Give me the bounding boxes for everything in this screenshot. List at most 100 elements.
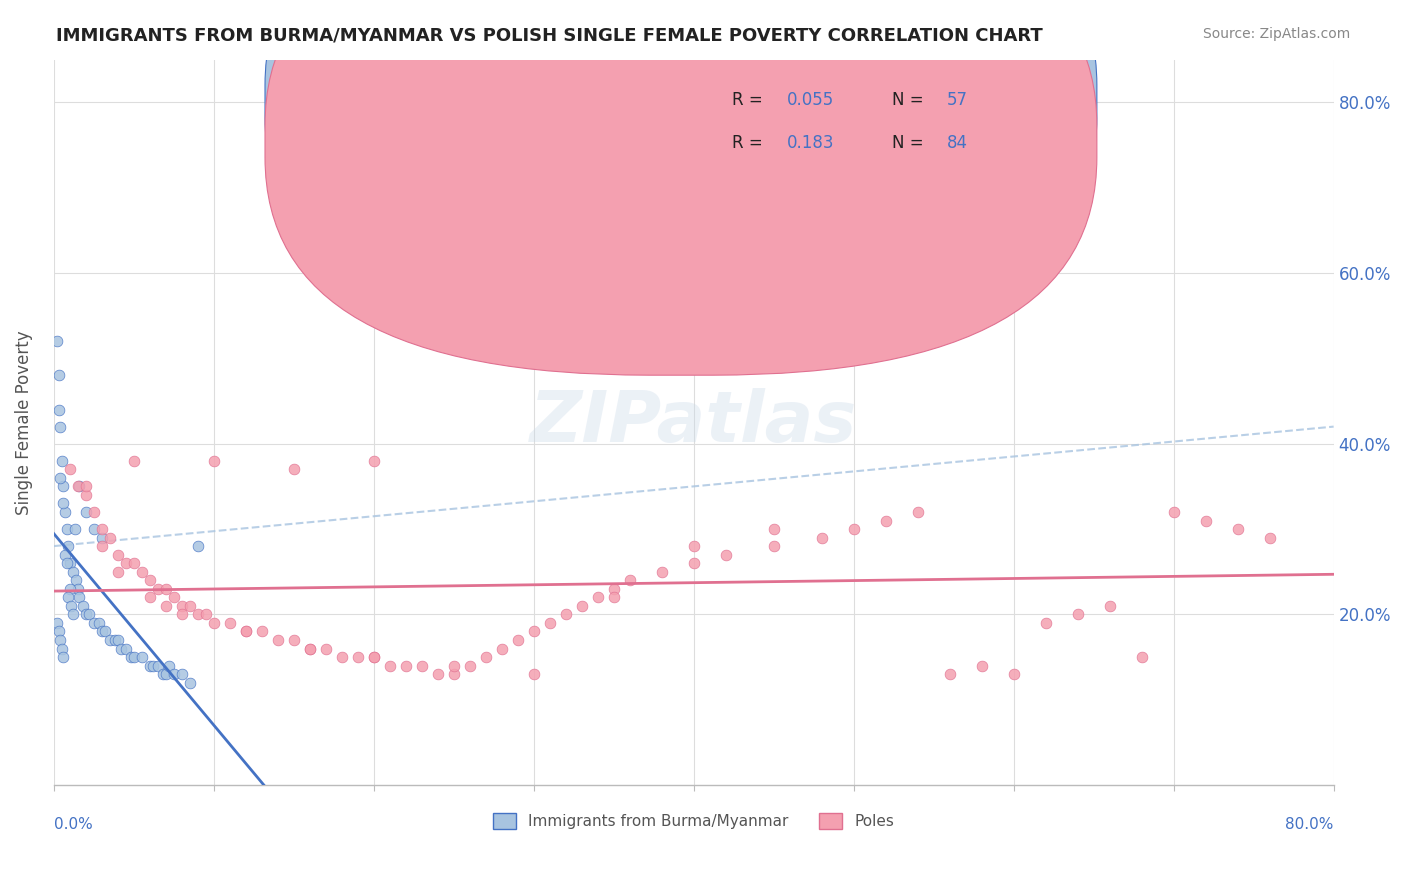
Point [52, 650, 75, 665]
Point [75, 607, 97, 622]
Point [146, 658, 169, 673]
Point [90, 624, 112, 639]
Point [842, 522, 865, 536]
Point [155, 582, 177, 596]
Text: IMMIGRANTS FROM BURMA/MYANMAR VS POLISH SINGLE FEMALE POVERTY CORRELATION CHART: IMMIGRANTS FROM BURMA/MYANMAR VS POLISH … [56, 27, 1043, 45]
Point [714, 548, 737, 562]
Point [682, 539, 704, 553]
Point [49, 632, 72, 647]
FancyBboxPatch shape [264, 0, 1097, 335]
Point [59, 462, 82, 476]
Point [90, 531, 112, 545]
Point [107, 565, 129, 579]
Point [1226, 522, 1249, 536]
Point [59, 582, 82, 596]
Point [411, 658, 433, 673]
Text: 80.0%: 80.0% [1285, 816, 1334, 831]
Point [1130, 650, 1153, 665]
Point [603, 591, 626, 605]
Point [94, 624, 117, 639]
Point [330, 650, 353, 665]
Point [378, 658, 401, 673]
Point [603, 582, 626, 596]
Point [139, 591, 162, 605]
Point [443, 667, 465, 681]
Point [298, 641, 321, 656]
Point [157, 658, 180, 673]
Point [187, 607, 209, 622]
Text: 57: 57 [948, 91, 969, 109]
Point [163, 667, 186, 681]
Text: ZIPatlas: ZIPatlas [530, 388, 858, 457]
Point [66, 479, 89, 493]
Point [1258, 531, 1281, 545]
Point [107, 632, 129, 647]
Point [131, 565, 153, 579]
Point [523, 624, 546, 639]
Point [931, 95, 953, 110]
Point [66, 582, 89, 596]
Point [51, 454, 73, 468]
Point [170, 667, 193, 681]
Point [90, 522, 112, 536]
Point [458, 658, 481, 673]
Point [506, 632, 529, 647]
Point [107, 548, 129, 562]
Point [363, 454, 385, 468]
Point [48, 368, 70, 383]
Point [98, 531, 121, 545]
Point [235, 624, 257, 639]
Text: R =: R = [733, 134, 773, 152]
Point [426, 667, 449, 681]
Point [110, 641, 132, 656]
Point [1066, 607, 1088, 622]
Point [52, 496, 75, 510]
Text: N =: N = [891, 134, 929, 152]
Point [59, 556, 82, 570]
Point [53, 505, 76, 519]
Point [146, 582, 169, 596]
Point [907, 505, 929, 519]
Point [875, 514, 897, 528]
Text: 84: 84 [948, 134, 969, 152]
Point [67, 591, 90, 605]
Point [267, 632, 290, 647]
Point [83, 615, 105, 630]
Point [48, 624, 70, 639]
Point [98, 632, 121, 647]
Point [283, 462, 305, 476]
Point [619, 574, 641, 588]
Text: R =: R = [733, 91, 768, 109]
Point [315, 641, 337, 656]
Legend: Immigrants from Burma/Myanmar, Poles: Immigrants from Burma/Myanmar, Poles [486, 807, 900, 836]
Point [363, 650, 385, 665]
Point [155, 599, 177, 613]
Point [491, 641, 513, 656]
Point [62, 607, 84, 622]
Point [218, 615, 240, 630]
Text: 0.183: 0.183 [787, 134, 835, 152]
Y-axis label: Single Female Poverty: Single Female Poverty [15, 330, 32, 515]
Point [114, 641, 136, 656]
Point [46, 615, 69, 630]
Point [83, 522, 105, 536]
FancyBboxPatch shape [623, 63, 1059, 172]
Point [762, 539, 785, 553]
Point [538, 615, 561, 630]
Point [523, 667, 546, 681]
Point [298, 641, 321, 656]
Point [1035, 615, 1057, 630]
Point [48, 402, 70, 417]
Point [152, 667, 174, 681]
Point [139, 658, 162, 673]
Point [142, 658, 165, 673]
Point [52, 479, 75, 493]
Point [122, 650, 145, 665]
Point [474, 650, 496, 665]
Text: 0.055: 0.055 [787, 91, 834, 109]
Point [155, 667, 177, 681]
Text: 0.0%: 0.0% [53, 816, 93, 831]
Point [60, 599, 83, 613]
Point [586, 591, 609, 605]
Point [49, 471, 72, 485]
